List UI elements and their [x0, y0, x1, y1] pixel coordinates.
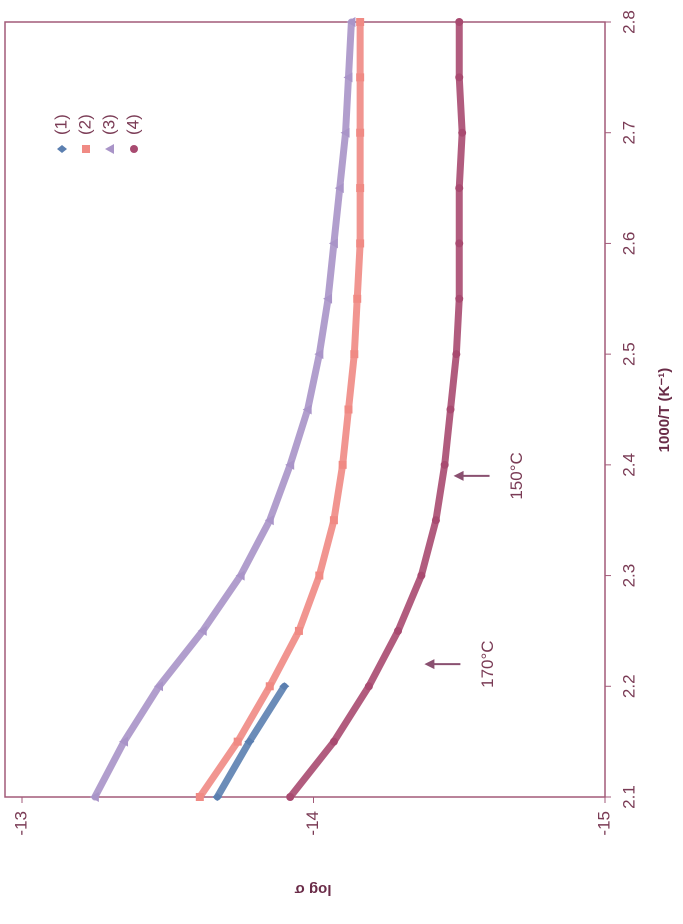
point [285, 459, 295, 470]
point [233, 737, 242, 746]
annotation-arrowhead [453, 470, 464, 481]
point [455, 73, 464, 82]
x-tick-label: 2.6 [619, 232, 638, 256]
x-axis-title: 1000/T (K⁻¹) [656, 368, 673, 453]
legend-label: (1) [51, 114, 70, 135]
series-band [286, 18, 466, 801]
point [302, 404, 312, 415]
point [344, 405, 353, 414]
point [455, 294, 464, 303]
point [323, 293, 333, 304]
x-tick-label: 2.4 [619, 453, 638, 477]
legend-swatch [82, 145, 90, 153]
point [394, 626, 403, 635]
point [350, 350, 359, 359]
point [356, 128, 365, 137]
point [212, 793, 223, 801]
rotated-plot: 1000/T (K⁻¹) log σ 2.1 2.2 2.3 2.4 2.5 2.6 2.7… [4, 10, 673, 898]
point [346, 17, 356, 27]
x-tick-label: 2.1 [619, 785, 638, 809]
point [353, 294, 362, 303]
point [197, 625, 207, 636]
y-tick-label: -15 [594, 811, 613, 836]
x-tick-label: 2.3 [619, 564, 638, 588]
point [431, 516, 440, 525]
point [458, 128, 467, 137]
point [340, 127, 350, 138]
point [328, 238, 338, 249]
point [265, 682, 274, 691]
x-tick-label: 2.7 [619, 121, 638, 145]
point [89, 792, 99, 802]
point [235, 570, 245, 581]
point [329, 737, 338, 746]
y-axis-title: log σ [295, 881, 332, 898]
point [119, 736, 129, 747]
series-band [91, 18, 355, 801]
point [452, 350, 461, 359]
point [364, 682, 373, 691]
point [455, 239, 464, 248]
legend-swatch [130, 145, 138, 153]
point [294, 626, 303, 635]
point [417, 571, 426, 580]
plot-frame [4, 21, 606, 798]
annotation-arrowhead [424, 659, 435, 670]
point [338, 460, 347, 469]
point [356, 184, 365, 193]
point [455, 184, 464, 193]
x-tick-label: 2.2 [619, 674, 638, 698]
point [154, 681, 164, 692]
x-tick-label: 2.8 [619, 10, 638, 34]
x-tick-label: 2.5 [619, 342, 638, 366]
point [343, 72, 353, 83]
point [286, 793, 295, 801]
point [356, 239, 365, 248]
point [356, 73, 365, 82]
point [446, 405, 455, 414]
point [440, 460, 449, 469]
y-tick-label: -13 [11, 811, 30, 836]
point [314, 349, 324, 360]
annotation: 170°C [478, 640, 497, 687]
point [195, 793, 204, 801]
point [315, 571, 324, 580]
point [455, 18, 464, 26]
legend-label: (2) [75, 114, 94, 135]
legend-label: (4) [123, 114, 142, 135]
annotation: 150°C [507, 452, 526, 499]
legend-label: (3) [99, 114, 118, 135]
y-tick-label: -14 [303, 811, 322, 836]
point [264, 515, 274, 526]
series-band [196, 18, 364, 801]
legend-swatch [105, 144, 114, 154]
point [329, 516, 338, 525]
legend-swatch [57, 145, 67, 153]
point [356, 18, 365, 26]
point [334, 183, 344, 194]
